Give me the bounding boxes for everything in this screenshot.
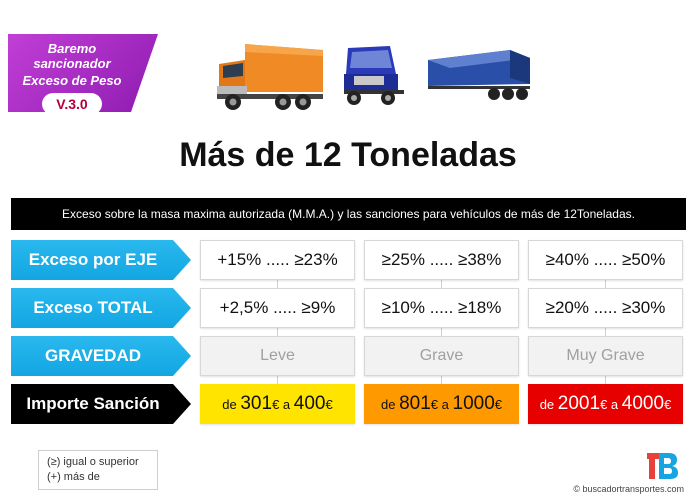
fine-mid: a bbox=[441, 397, 449, 412]
page-title: Más de 12 Toneladas bbox=[179, 136, 517, 174]
fine-mid: a bbox=[610, 397, 619, 412]
divider bbox=[441, 328, 442, 336]
divider bbox=[277, 280, 278, 288]
fine-leve: de 301€ a 400€ bbox=[200, 384, 355, 424]
fine-muy-grave: de 2001€ a 4000€ bbox=[528, 384, 683, 424]
severity-leve: Leve bbox=[200, 336, 355, 376]
row-label-eje: Exceso por EJE bbox=[11, 240, 191, 280]
orange-truck-icon bbox=[217, 44, 323, 110]
total-value-grave: ≥10% ..... ≥18% bbox=[364, 288, 519, 328]
row-label-gravedad: GRAVEDAD bbox=[11, 336, 191, 376]
total-value-leve: +2,5% ..... ≥9% bbox=[200, 288, 355, 328]
divider bbox=[441, 280, 442, 288]
eje-value-grave: ≥25% ..... ≥38% bbox=[364, 240, 519, 280]
fine-from: 801 bbox=[399, 393, 431, 414]
divider bbox=[277, 328, 278, 336]
fine-currency: € bbox=[494, 397, 503, 412]
fine-to: 400 bbox=[293, 393, 326, 414]
severity-muy-grave: Muy Grave bbox=[528, 336, 683, 376]
badge-line1: Baremo sancionador bbox=[33, 41, 111, 71]
version-badge: Baremo sancionador Exceso de Peso V.3.0 bbox=[8, 34, 158, 112]
fine-currency: € bbox=[600, 397, 608, 412]
fine-prefix: de bbox=[539, 397, 555, 412]
blue-tractor-icon bbox=[344, 46, 404, 105]
fine-currency: € bbox=[664, 397, 672, 412]
fine-prefix: de bbox=[380, 397, 396, 412]
legend-line1: (≥) igual o superior bbox=[47, 456, 139, 468]
buscadortransportes-logo-icon bbox=[641, 447, 681, 485]
fine-currency: € bbox=[430, 397, 439, 412]
version-pill: V.3.0 bbox=[42, 93, 102, 112]
fine-mid: a bbox=[282, 397, 291, 412]
fine-from: 2001 bbox=[557, 393, 601, 414]
fine-to: 1000 bbox=[452, 393, 495, 414]
row-label-total: Exceso TOTAL bbox=[11, 288, 191, 328]
fine-prefix: de bbox=[222, 397, 237, 412]
eje-value-muy-grave: ≥40% ..... ≥50% bbox=[528, 240, 683, 280]
copyright-text: © buscadortransportes.com bbox=[573, 484, 684, 494]
fine-to: 4000 bbox=[621, 393, 665, 414]
symbol-legend: (≥) igual o superior (+) más de bbox=[38, 450, 158, 490]
legend-line2: (+) más de bbox=[47, 471, 100, 483]
divider bbox=[605, 328, 606, 336]
description-bar: Exceso sobre la masa maxima autorizada (… bbox=[11, 198, 686, 230]
divider bbox=[605, 280, 606, 288]
divider bbox=[605, 376, 606, 384]
divider bbox=[277, 376, 278, 384]
blue-trailer-icon bbox=[428, 50, 530, 100]
severity-grave: Grave bbox=[364, 336, 519, 376]
fine-currency: € bbox=[272, 397, 280, 412]
fine-grave: de 801€ a 1000€ bbox=[364, 384, 519, 424]
fine-currency: € bbox=[325, 397, 333, 412]
row-label-importe: Importe Sanción bbox=[11, 384, 191, 424]
total-value-muy-grave: ≥20% ..... ≥30% bbox=[528, 288, 683, 328]
divider bbox=[441, 376, 442, 384]
fine-from: 301 bbox=[240, 393, 273, 414]
badge-line2: Exceso de Peso bbox=[22, 73, 122, 88]
eje-value-leve: +15% ..... ≥23% bbox=[200, 240, 355, 280]
